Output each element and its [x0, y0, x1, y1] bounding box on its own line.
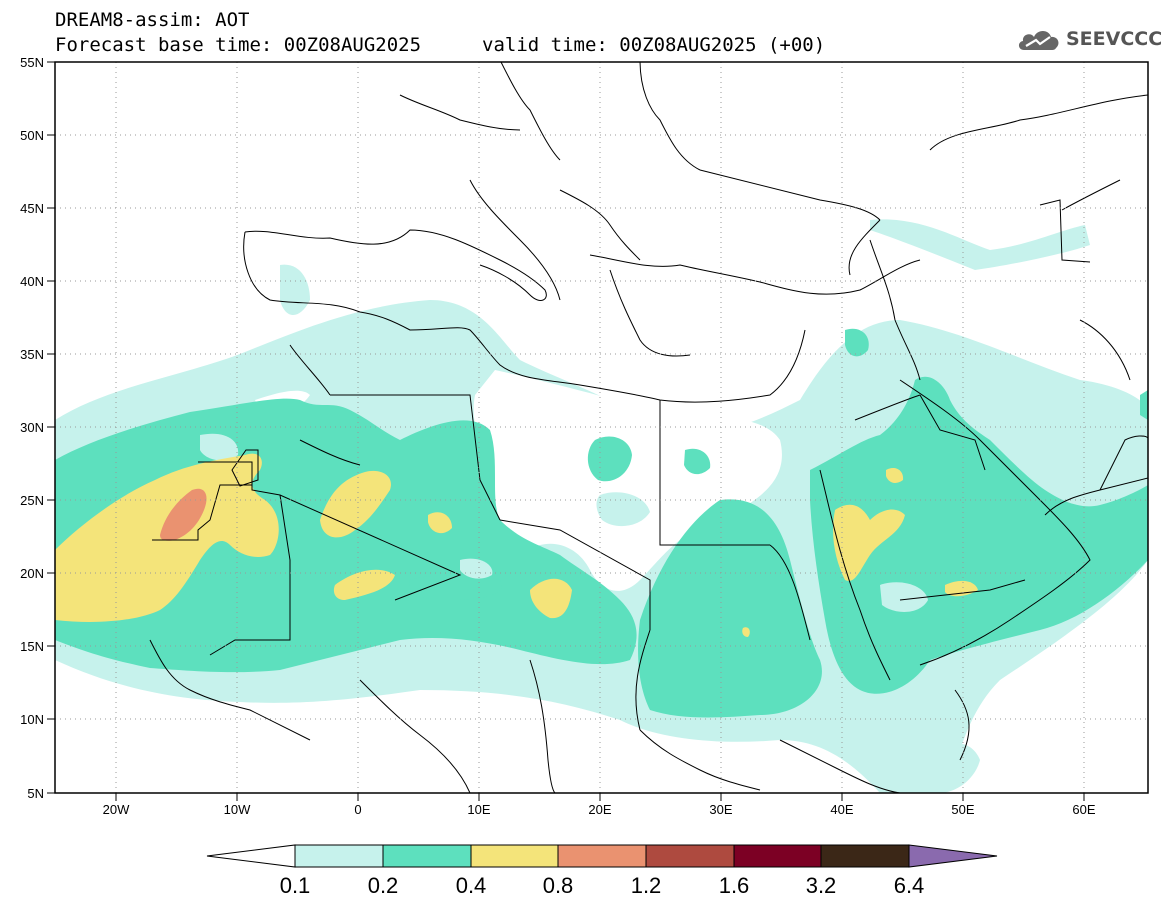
colorbar-label: 1.6: [719, 873, 750, 898]
lon-label: 50E: [951, 802, 974, 817]
colorbar-label: 0.4: [456, 873, 487, 898]
lat-label: 30N: [20, 420, 44, 435]
graticule: [55, 62, 1148, 793]
model-title: DREAM8-assim: AOT: [55, 9, 250, 31]
lat-labels: 55N 50N 45N 40N 35N 30N 25N 20N 15N 10N …: [20, 55, 44, 801]
logo-text: SEEVCCC: [1066, 28, 1163, 50]
lon-label: 30E: [709, 802, 732, 817]
lon-label: 20W: [103, 802, 130, 817]
lat-label: 25N: [20, 493, 44, 508]
colorbar-segment: [820, 844, 910, 868]
lon-labels: 20W 10W 0 10E 20E 30E 40E 50E 60E: [103, 802, 1096, 817]
lat-label: 20N: [20, 566, 44, 581]
boundaries: [149, 62, 1148, 793]
lon-label: 10W: [224, 802, 251, 817]
colorbar-segment: [382, 844, 472, 868]
lat-label: 10N: [20, 712, 44, 727]
aot-field: [55, 62, 1148, 793]
lat-label: 5N: [27, 786, 44, 801]
colorbar: [206, 844, 998, 868]
lon-label: 10E: [467, 802, 490, 817]
colorbar-segment: [294, 844, 384, 868]
lat-label: 40N: [20, 274, 44, 289]
colorbar-segment: [645, 844, 735, 868]
lat-label: 35N: [20, 347, 44, 362]
colorbar-label: 3.2: [806, 873, 837, 898]
base-time-label: Forecast base time: 00Z08AUG2025: [55, 34, 422, 56]
colorbar-segment: [908, 844, 998, 868]
lon-label: 60E: [1072, 802, 1095, 817]
lat-label: 15N: [20, 639, 44, 654]
lat-label: 45N: [20, 201, 44, 216]
cloud-icon: [1018, 31, 1059, 50]
lon-label: 40E: [830, 802, 853, 817]
seevccc-logo: SEEVCCC: [1016, 24, 1162, 54]
lon-label: 0: [354, 802, 361, 817]
colorbar-segment: [206, 844, 296, 868]
colorbar-label: 0.2: [368, 873, 399, 898]
valid-time-label: valid time: 00Z08AUG2025 (+00): [482, 34, 826, 56]
colorbar-label: 1.2: [631, 873, 662, 898]
axis-ticks: [47, 61, 1085, 801]
colorbar-label: 6.4: [894, 873, 925, 898]
colorbar-label: 0.8: [543, 873, 574, 898]
colorbar-labels: 0.1 0.2 0.4 0.8 1.2 1.6 3.2 6.4: [280, 873, 925, 898]
lat-label: 55N: [20, 55, 44, 70]
colorbar-segment: [557, 844, 647, 868]
lat-label: 50N: [20, 128, 44, 143]
colorbar-segment: [470, 844, 559, 868]
colorbar-segment: [733, 844, 822, 868]
colorbar-label: 0.1: [280, 873, 311, 898]
lon-label: 20E: [588, 802, 611, 817]
